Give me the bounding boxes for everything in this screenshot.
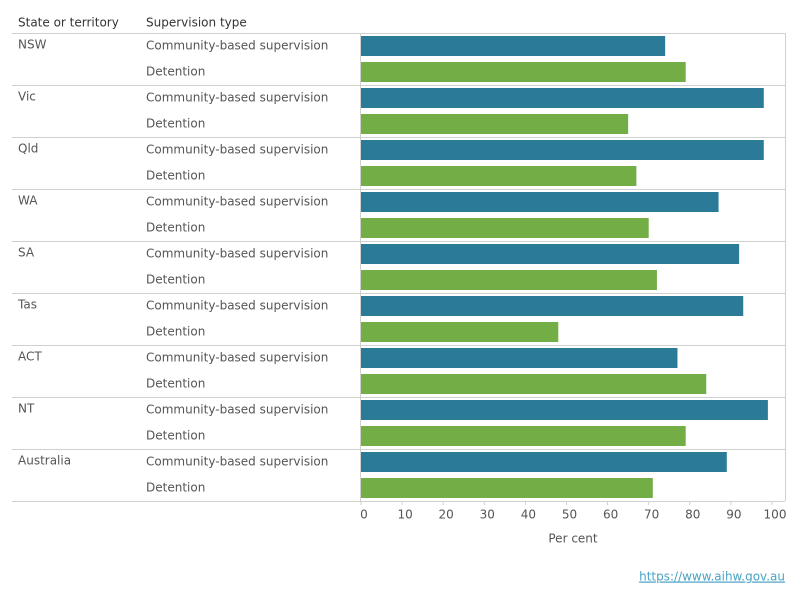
x-axis-title: Per cent xyxy=(548,532,598,546)
bar xyxy=(361,218,649,238)
series-label: Community-based supervision xyxy=(146,143,328,157)
series-label: Detention xyxy=(146,273,205,287)
category-label: NSW xyxy=(18,38,47,52)
category-label: Qld xyxy=(18,142,38,156)
category-label: WA xyxy=(18,194,38,208)
column-header: State or territory xyxy=(18,16,119,30)
bar xyxy=(361,192,719,212)
category-label: Vic xyxy=(18,90,36,104)
x-tick-label: 20 xyxy=(439,508,454,522)
x-tick-label: 70 xyxy=(644,508,659,522)
series-label: Detention xyxy=(146,429,205,443)
series-label: Detention xyxy=(146,325,205,339)
category-label: SA xyxy=(18,246,35,260)
bar xyxy=(361,374,707,394)
series-label: Detention xyxy=(146,65,205,79)
x-tick-label: 30 xyxy=(480,508,495,522)
x-tick-label: 100 xyxy=(764,508,787,522)
x-tick-label: 10 xyxy=(397,508,412,522)
series-label: Detention xyxy=(146,481,205,495)
category-label: Australia xyxy=(18,454,71,468)
series-label: Community-based supervision xyxy=(146,455,328,469)
bar xyxy=(361,322,559,342)
x-tick-label: 50 xyxy=(562,508,577,522)
x-tick-label: 90 xyxy=(726,508,741,522)
series-label: Detention xyxy=(146,117,205,131)
series-label: Detention xyxy=(146,169,205,183)
bar xyxy=(361,114,629,134)
series-label: Community-based supervision xyxy=(146,195,328,209)
source-link[interactable]: https://www.aihw.gov.au xyxy=(639,570,785,584)
bar xyxy=(361,62,686,82)
column-header: Supervision type xyxy=(146,16,247,30)
bar xyxy=(361,452,727,472)
series-label: Community-based supervision xyxy=(146,247,328,261)
x-tick-label: 60 xyxy=(603,508,618,522)
bar xyxy=(361,348,678,368)
series-label: Community-based supervision xyxy=(146,403,328,417)
category-label: ACT xyxy=(18,350,42,364)
bar xyxy=(361,296,744,316)
series-label: Community-based supervision xyxy=(146,299,328,313)
series-label: Community-based supervision xyxy=(146,39,328,53)
series-label: Detention xyxy=(146,221,205,235)
category-label: Tas xyxy=(17,298,37,312)
bar xyxy=(361,36,666,56)
series-label: Community-based supervision xyxy=(146,91,328,105)
bar xyxy=(361,166,637,186)
bar xyxy=(361,426,686,446)
series-label: Community-based supervision xyxy=(146,351,328,365)
bar xyxy=(361,140,764,160)
bar xyxy=(361,88,764,108)
category-label: NT xyxy=(18,402,35,416)
x-tick-label: 40 xyxy=(521,508,536,522)
x-tick-label: 80 xyxy=(685,508,700,522)
bar xyxy=(361,478,653,498)
x-tick-label: 0 xyxy=(360,508,368,522)
bar xyxy=(361,270,657,290)
bar xyxy=(361,400,768,420)
series-label: Detention xyxy=(146,377,205,391)
bar xyxy=(361,244,740,264)
